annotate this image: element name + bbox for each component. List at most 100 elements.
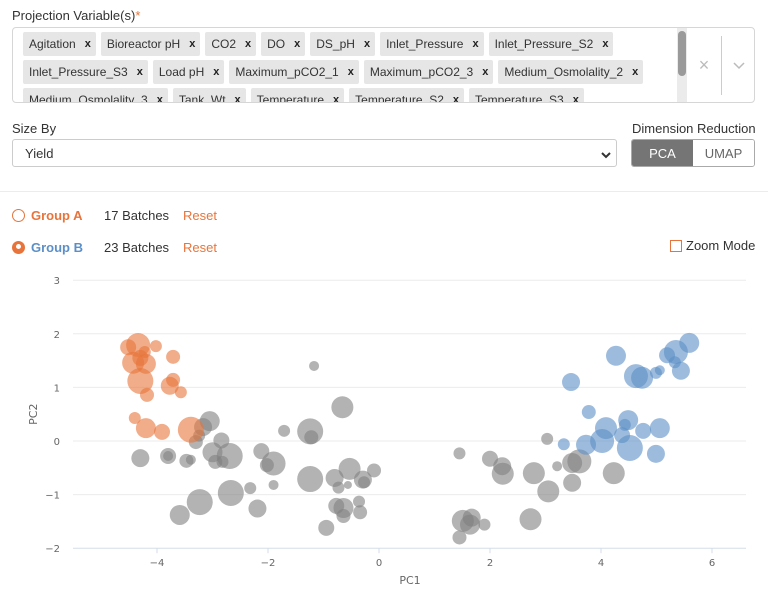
data-point[interactable] — [654, 365, 665, 376]
scrollbar-thumb[interactable] — [678, 31, 686, 76]
pca-scatter-plot[interactable]: −2 −1 0 1 2 3 −4 −2 0 2 4 6 PC1 PC2 — [0, 265, 768, 598]
tag-list-scrollbar[interactable] — [677, 28, 687, 102]
data-point[interactable] — [217, 479, 244, 506]
zoom-mode-checkbox[interactable] — [670, 239, 682, 252]
remove-tag-icon[interactable]: x — [482, 66, 489, 78]
data-point[interactable] — [169, 504, 190, 525]
remove-tag-icon[interactable]: x — [294, 38, 301, 50]
data-point[interactable] — [332, 481, 345, 494]
zoom-mode-toggle[interactable]: Zoom Mode — [670, 238, 755, 253]
data-point[interactable] — [135, 418, 156, 439]
data-point[interactable] — [127, 367, 154, 394]
remove-tag-icon[interactable]: x — [156, 94, 163, 103]
data-point[interactable] — [138, 346, 151, 359]
data-point[interactable] — [478, 518, 491, 531]
pca-button[interactable]: PCA — [632, 140, 693, 166]
data-point[interactable] — [635, 422, 652, 439]
data-point[interactable] — [338, 457, 361, 480]
data-point[interactable] — [177, 416, 204, 443]
chevron-down-icon[interactable] — [727, 54, 751, 76]
data-point[interactable] — [581, 405, 596, 420]
data-point[interactable] — [166, 372, 181, 387]
remove-tag-icon[interactable]: x — [472, 38, 479, 50]
data-point[interactable] — [452, 530, 467, 545]
data-point[interactable] — [567, 449, 592, 474]
data-point[interactable] — [163, 451, 174, 462]
data-point[interactable] — [563, 473, 582, 492]
data-point[interactable] — [186, 489, 213, 516]
data-point[interactable] — [576, 434, 597, 455]
remove-tag-icon[interactable]: x — [632, 66, 639, 78]
data-point[interactable] — [358, 476, 371, 489]
data-point[interactable] — [261, 451, 286, 476]
data-point[interactable] — [343, 480, 352, 489]
data-point[interactable] — [278, 424, 291, 437]
remove-tag-icon[interactable]: x — [452, 94, 459, 103]
data-point[interactable] — [618, 418, 631, 431]
projection-variables-multiselect[interactable]: Agitation x Bioreactor pH x CO2 x DO x DS_pH x Inl… — [12, 27, 755, 103]
data-point[interactable] — [244, 482, 257, 495]
remove-tag-icon[interactable]: x — [213, 66, 220, 78]
data-point[interactable] — [537, 480, 560, 503]
data-point[interactable] — [304, 430, 319, 445]
data-point[interactable] — [248, 499, 267, 518]
data-point[interactable] — [552, 461, 563, 472]
data-point[interactable] — [562, 373, 581, 392]
remove-tag-icon[interactable]: x — [602, 38, 609, 50]
data-point[interactable] — [331, 396, 354, 419]
remove-tag-icon[interactable]: x — [333, 94, 340, 103]
data-point[interactable] — [128, 411, 141, 424]
data-point[interactable] — [519, 508, 542, 531]
data-point[interactable] — [140, 387, 155, 402]
series-group-b — [557, 332, 700, 463]
data-point[interactable] — [522, 462, 545, 485]
group-a-radio[interactable] — [12, 208, 25, 222]
data-point[interactable] — [602, 462, 625, 485]
data-point[interactable] — [590, 429, 615, 453]
data-point[interactable] — [174, 386, 187, 399]
data-point[interactable] — [631, 366, 654, 389]
data-point[interactable] — [491, 462, 514, 485]
data-point[interactable] — [649, 418, 670, 439]
umap-button[interactable]: UMAP — [693, 140, 754, 166]
clear-all-icon[interactable]: × — [698, 55, 710, 75]
remove-tag-icon[interactable]: x — [572, 94, 579, 103]
remove-tag-icon[interactable]: x — [84, 38, 91, 50]
remove-tag-icon[interactable]: x — [136, 66, 143, 78]
data-point[interactable] — [541, 432, 554, 445]
group-b-radio[interactable] — [12, 240, 25, 254]
data-point[interactable] — [646, 444, 665, 463]
remove-tag-icon[interactable]: x — [363, 38, 371, 50]
remove-tag-icon[interactable]: x — [347, 66, 354, 78]
group-a-reset-link[interactable]: Reset — [183, 207, 217, 223]
size-by-value: Yield — [25, 146, 54, 161]
data-point[interactable] — [216, 455, 229, 468]
data-point[interactable] — [557, 438, 570, 451]
data-point[interactable] — [336, 509, 351, 524]
data-point[interactable] — [297, 466, 324, 493]
data-point[interactable] — [453, 447, 466, 460]
remove-tag-icon[interactable]: x — [245, 38, 252, 50]
data-point[interactable] — [149, 340, 162, 353]
size-by-select[interactable]: Yield — [12, 139, 617, 167]
remove-tag-icon[interactable]: x — [234, 94, 241, 103]
data-point[interactable] — [668, 356, 681, 369]
group-b-reset-link[interactable]: Reset — [183, 239, 217, 255]
section-divider — [0, 191, 768, 192]
remove-tag-icon[interactable]: x — [189, 38, 196, 50]
data-point[interactable] — [309, 360, 320, 371]
data-point[interactable] — [268, 479, 279, 490]
data-point[interactable] — [367, 463, 382, 478]
data-point[interactable] — [185, 454, 196, 465]
data-point[interactable] — [153, 423, 170, 440]
data-point[interactable] — [166, 349, 181, 364]
tag-label: Medium_Osmolality_3 — [29, 93, 148, 103]
data-point[interactable] — [353, 495, 366, 508]
data-point[interactable] — [353, 505, 368, 520]
data-point[interactable] — [460, 514, 481, 535]
data-point[interactable] — [318, 519, 335, 536]
data-point[interactable] — [605, 345, 626, 366]
data-point[interactable] — [131, 449, 150, 468]
y-tick-label: −1 — [45, 491, 60, 502]
data-point[interactable] — [616, 434, 643, 461]
